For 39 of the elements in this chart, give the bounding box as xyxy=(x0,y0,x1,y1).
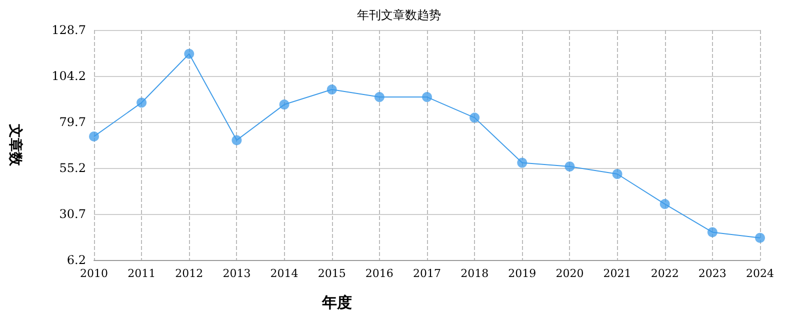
x-tick-label: 2017 xyxy=(413,267,441,280)
point xyxy=(279,100,290,110)
y-tick-label: 55.2 xyxy=(59,161,86,175)
point xyxy=(326,84,337,95)
x-tick-label: 2011 xyxy=(128,267,156,280)
y-axis-title: 文章数 xyxy=(7,123,24,167)
point xyxy=(517,158,528,168)
point xyxy=(89,131,99,142)
y-tick-label: 104.2 xyxy=(52,69,86,83)
x-tick-label: 2023 xyxy=(698,267,726,280)
x-tick-label: 2020 xyxy=(556,267,584,280)
point xyxy=(136,98,147,108)
x-tick-label: 2016 xyxy=(365,267,394,280)
x-tick-label: 2012 xyxy=(175,267,204,280)
x-tick-label: 2021 xyxy=(603,267,632,280)
chart-title: 年刊文章数趋势 xyxy=(357,8,441,22)
x-axis-title: 年度 xyxy=(321,294,352,312)
point xyxy=(755,232,765,243)
x-tick-label: 2018 xyxy=(460,267,489,280)
point xyxy=(707,227,718,238)
x-tick-label: 2022 xyxy=(650,267,679,280)
x-tick-label: 2013 xyxy=(222,267,251,280)
point xyxy=(470,112,480,123)
point xyxy=(422,92,432,102)
y-tick-label: 6.2 xyxy=(66,253,86,267)
y-tick-label: 79.7 xyxy=(59,115,86,129)
point xyxy=(564,162,575,172)
x-tick-label: 2014 xyxy=(270,267,298,280)
point xyxy=(660,199,670,210)
x-tick-label: 2024 xyxy=(746,267,774,280)
point xyxy=(374,92,384,102)
point xyxy=(184,48,194,59)
point xyxy=(232,135,242,146)
y-tick-label: 30.7 xyxy=(59,207,86,221)
x-tick-label: 2015 xyxy=(318,267,346,280)
y-tick-label: 128.7 xyxy=(52,23,86,37)
x-tick-label: 2010 xyxy=(80,267,108,280)
point xyxy=(612,169,622,180)
x-tick-label: 2019 xyxy=(508,267,536,280)
